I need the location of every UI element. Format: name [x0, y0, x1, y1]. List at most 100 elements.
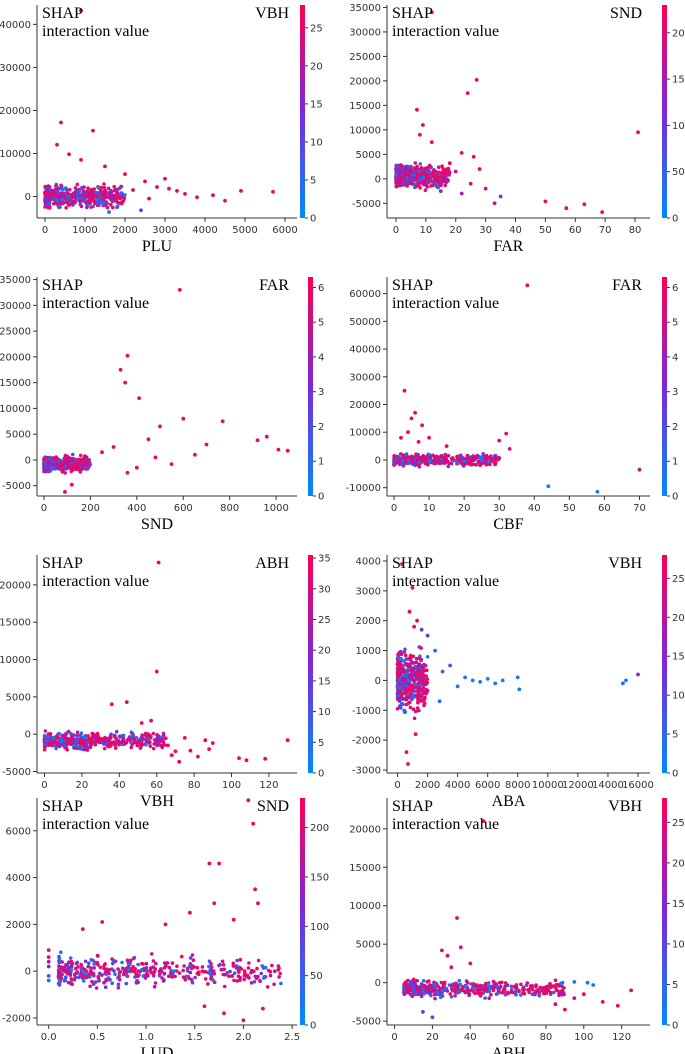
data-point: [553, 1002, 558, 1007]
cluster-point: [418, 175, 422, 179]
cluster-point: [443, 176, 448, 181]
cluster-point: [419, 663, 423, 668]
cluster-point: [73, 743, 77, 748]
data-point: [271, 189, 275, 194]
cluster-point: [63, 738, 67, 743]
data-point: [211, 193, 215, 198]
cluster-point: [460, 988, 465, 992]
cluster-point: [475, 983, 479, 987]
cluster-point: [55, 741, 59, 746]
cluster-point: [272, 982, 276, 987]
cluster-point: [86, 465, 90, 470]
data-point: [468, 961, 473, 966]
x-tick-label: 800: [220, 503, 239, 514]
cluster-point: [85, 205, 89, 209]
data-point: [285, 738, 290, 743]
cluster-point: [75, 182, 80, 187]
cluster-point: [460, 985, 465, 989]
y-tick-label: 10000: [349, 125, 381, 136]
cluster-point: [442, 980, 447, 985]
cluster-point: [113, 743, 117, 747]
data-point: [624, 678, 628, 683]
cluster-point: [417, 464, 422, 469]
y-tick-label: 15000: [0, 618, 31, 629]
cluster-point: [153, 981, 158, 985]
cluster-point: [235, 958, 239, 963]
cluster-point: [94, 194, 98, 199]
cluster-point: [398, 704, 402, 708]
cluster-point: [97, 978, 101, 983]
data-point: [169, 753, 174, 757]
data-point: [264, 434, 269, 439]
cluster-point: [222, 984, 227, 989]
cluster-point: [242, 973, 247, 978]
cluster-point: [263, 966, 268, 970]
cluster-point: [221, 963, 226, 967]
cluster-point: [422, 697, 427, 702]
cluster-point: [455, 990, 460, 995]
cluster-point: [112, 733, 117, 738]
colorbar-tick-label: 4: [318, 352, 324, 363]
cluster-point: [73, 200, 77, 205]
data-point: [109, 702, 114, 707]
cluster-point: [422, 703, 426, 708]
cluster-point: [124, 981, 129, 986]
cluster-point: [427, 163, 432, 168]
cluster-point: [82, 185, 86, 189]
y-tick-label: 0: [25, 192, 31, 203]
cluster-point: [102, 193, 106, 198]
data-point: [500, 678, 505, 683]
y-tick-label: -5000: [2, 481, 31, 492]
cluster-point: [44, 196, 49, 201]
cluster-point: [419, 657, 424, 662]
cluster-point: [480, 455, 484, 459]
cluster-point: [415, 978, 419, 983]
cluster-point: [495, 985, 500, 989]
cluster-point: [447, 983, 452, 987]
cluster-point: [256, 958, 261, 963]
cluster-point: [117, 186, 122, 191]
x-tick-label: 60: [502, 1032, 515, 1043]
cluster-point: [527, 989, 531, 993]
cluster-point: [438, 995, 443, 1000]
cluster-point: [243, 971, 247, 975]
cluster-point: [414, 676, 419, 681]
data-point: [497, 438, 502, 443]
colorbar-tick-label: 200: [310, 823, 329, 834]
cluster-point: [232, 978, 236, 983]
cluster-point: [97, 186, 101, 190]
cluster-point: [57, 956, 61, 960]
data-point: [156, 560, 161, 565]
cluster-point: [419, 994, 424, 999]
cluster-point: [57, 195, 62, 199]
data-point: [79, 8, 83, 13]
cluster-point: [423, 168, 427, 173]
data-point: [448, 663, 452, 668]
cluster-point: [534, 985, 538, 989]
data-point: [139, 208, 143, 213]
cluster-point: [132, 955, 137, 960]
cluster-point: [42, 457, 46, 462]
cluster-point: [91, 971, 96, 976]
cluster-point: [403, 653, 408, 658]
data-point: [413, 732, 418, 737]
x-tick-label: 200: [81, 503, 100, 514]
cluster-point: [413, 991, 418, 995]
cluster-point: [438, 181, 442, 186]
cluster-point: [121, 733, 126, 738]
cluster-point: [95, 731, 100, 736]
cluster-point: [396, 697, 400, 701]
cluster-point: [180, 954, 184, 959]
cluster-point: [66, 980, 71, 985]
cluster-point: [185, 966, 190, 971]
cluster-point: [471, 986, 476, 990]
cluster-point: [80, 976, 85, 980]
cluster-point: [129, 969, 134, 973]
cluster-point: [164, 964, 168, 968]
cluster-point: [69, 959, 74, 964]
cluster-point: [478, 983, 483, 988]
cluster-point: [485, 455, 490, 460]
cluster-point: [152, 742, 156, 746]
cluster-point: [102, 980, 106, 985]
colorbar-tick-label: 150: [672, 75, 685, 86]
